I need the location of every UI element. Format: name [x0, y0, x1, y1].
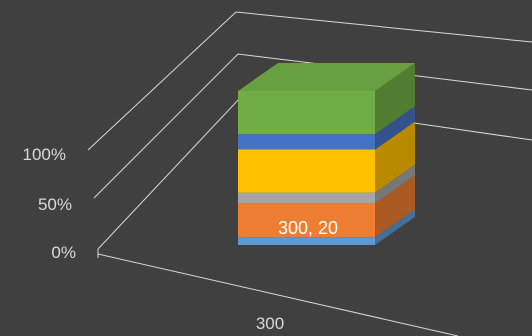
bar-segment-1-front: [238, 203, 375, 238]
gridline-0: [87, 11, 532, 151]
floor-edge: [97, 253, 459, 336]
bar-segment-2-side: [375, 164, 415, 204]
bar-segment-3-front: [238, 149, 375, 193]
bar-segment-0-side: [375, 209, 415, 245]
bar-segment-4-front: [238, 134, 375, 150]
x-tick-label: 300: [256, 314, 284, 333]
gridline-1: [93, 53, 532, 199]
chart-labels: 0% 50% 100% 300: [23, 145, 285, 333]
bar-segment-2-front: [238, 192, 375, 204]
data-label: 300, 20: [278, 218, 338, 238]
bar-top: [238, 63, 415, 91]
bar-segment-3-side: [375, 121, 415, 193]
bar-segment-4-side: [375, 106, 415, 150]
y-tick-50: 50%: [38, 195, 72, 214]
y-tick-100: 100%: [23, 145, 66, 164]
bar-segment-5-front: [238, 91, 375, 135]
y-tick-0: 0%: [51, 243, 76, 262]
bar-segment-1-side: [375, 175, 415, 238]
bar-segment-0-front: [238, 237, 375, 245]
bar-segment-5-side: [375, 63, 415, 135]
bar-stack: 300, 20: [238, 63, 415, 245]
